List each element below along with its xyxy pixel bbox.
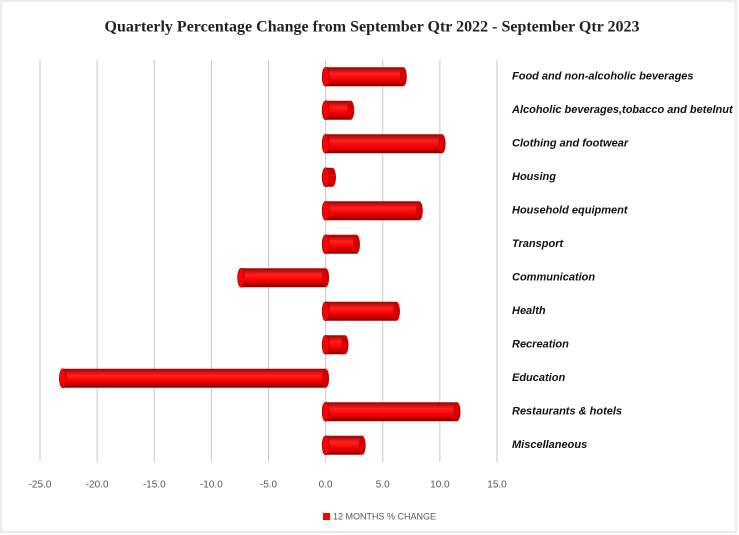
bar: [237, 267, 330, 288]
category-label: Housing: [512, 171, 556, 183]
bar-body: [325, 67, 404, 87]
x-tick-label: 15.0: [487, 480, 507, 491]
bar-end: [415, 201, 423, 221]
bar-body: [325, 234, 357, 254]
x-tick-label: 10.0: [430, 480, 450, 491]
bar: [321, 66, 407, 87]
bar-body: [325, 100, 351, 120]
category-label: Education: [512, 372, 565, 384]
category-label: Clothing and footwear: [512, 138, 629, 150]
category-label: Transport: [512, 238, 564, 250]
bar: [321, 234, 360, 255]
category-label: Health: [512, 305, 546, 317]
chart-title: Quarterly Percentage Change from Septemb…: [105, 19, 640, 36]
x-tick-label: 0.0: [319, 480, 333, 491]
x-tick-label: 5.0: [376, 480, 390, 491]
category-label: Miscellaneous: [512, 439, 587, 451]
x-tick-label: -15.0: [143, 480, 166, 491]
legend-swatch: [323, 513, 330, 520]
bar-end: [453, 402, 461, 422]
bar-cap: [321, 401, 330, 422]
bar-cap: [321, 133, 330, 154]
x-tick-label: -20.0: [86, 480, 109, 491]
x-tick-label: -10.0: [200, 480, 223, 491]
bar: [321, 100, 355, 121]
bar-body: [325, 402, 458, 422]
category-label: Household equipment: [512, 205, 629, 217]
bar-cap: [321, 200, 330, 221]
bar-body: [241, 268, 326, 288]
bar-end: [352, 234, 360, 254]
category-label: Restaurants & hotels: [512, 406, 622, 418]
x-tick-label: -25.0: [29, 480, 52, 491]
bar-cap: [321, 234, 330, 255]
bar: [321, 167, 336, 188]
bar-cap: [237, 267, 245, 288]
bar-end: [328, 167, 336, 187]
bar-body: [325, 301, 397, 321]
x-tick-label: -5.0: [260, 480, 278, 491]
bar-cap: [321, 435, 330, 456]
bar: [321, 200, 423, 221]
bar-cap: [321, 334, 330, 355]
bar-body: [325, 435, 363, 455]
bar-body: [325, 201, 420, 221]
bar-end: [438, 134, 446, 154]
bar: [321, 133, 446, 154]
bar: [321, 301, 400, 322]
bar: [321, 435, 366, 456]
bar-end: [392, 301, 400, 321]
bar-body: [62, 368, 326, 388]
bar-cap: [321, 66, 330, 87]
bar-end: [341, 335, 349, 355]
bar-cap: [321, 167, 330, 188]
bar-cap: [59, 368, 67, 389]
bar-cap: [321, 100, 330, 121]
bar-end: [322, 268, 330, 288]
category-label: Food and non-alcoholic beverages: [512, 71, 694, 83]
category-label: Alcoholic beverages,tobacco and betelnut: [511, 104, 734, 116]
bar: [321, 334, 349, 355]
bar: [59, 368, 330, 389]
bar-body: [325, 335, 346, 355]
category-label: Communication: [512, 272, 595, 284]
legend-label: 12 MONTHS % CHANGE: [333, 511, 436, 521]
bar-cap: [321, 301, 330, 322]
bar-end: [399, 67, 407, 87]
bar-body: [325, 134, 443, 154]
bar-end: [358, 435, 366, 455]
bar-end: [347, 100, 355, 120]
bar-end: [322, 368, 330, 388]
category-label: Recreation: [512, 339, 569, 351]
bar: [321, 401, 461, 422]
